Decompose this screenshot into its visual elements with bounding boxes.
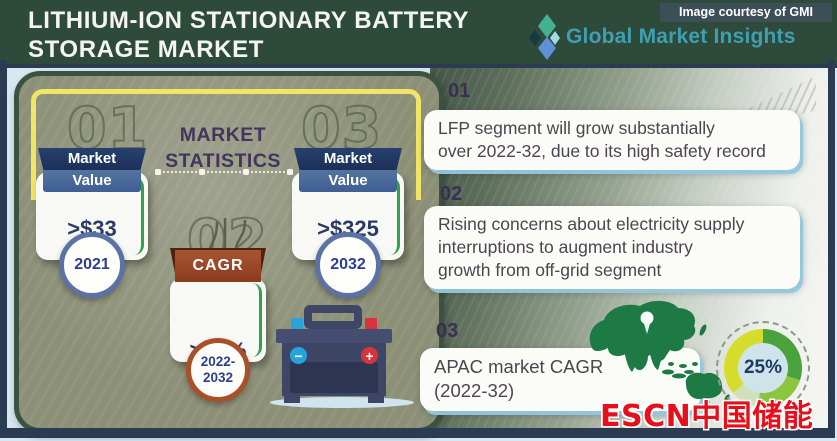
apac-map-icon bbox=[589, 300, 730, 404]
period-line-1: 2021 bbox=[74, 256, 110, 273]
header-bar: LITHIUM-ION STATIONARY BATTERY STORAGE M… bbox=[0, 0, 837, 68]
battery-foot bbox=[284, 395, 300, 403]
stat-card-market-value-2032: >$325 BN Market Value 2032 bbox=[292, 148, 404, 328]
battery-platform-decoration bbox=[270, 397, 414, 408]
battery-terminal-negative bbox=[291, 318, 303, 330]
ribbon-label-line-2: Value bbox=[299, 170, 397, 192]
stat-period-badge: 2032 bbox=[315, 232, 381, 298]
brand-name: Global Market Insights bbox=[566, 25, 796, 48]
stat-card-market-value-2021: >$33 BN Market Value 2021 bbox=[36, 148, 148, 328]
location-pin-icon bbox=[640, 311, 654, 334]
battery-foot bbox=[368, 395, 384, 403]
ribbon-label-line-1: Market bbox=[294, 148, 402, 170]
stat-period-badge: 2021 bbox=[59, 232, 125, 298]
title-line-2: STORAGE MARKET bbox=[28, 36, 264, 64]
battery-handle bbox=[304, 305, 362, 329]
battery-label-panel bbox=[290, 362, 378, 393]
insight-number-01: 01 bbox=[448, 80, 471, 102]
panel-heading-line-1: MARKET bbox=[179, 124, 267, 146]
gauge-value-text: 25% bbox=[743, 357, 783, 378]
courtesy-note: Image courtesy of GMI bbox=[660, 3, 832, 22]
watermark: ESCN中国储能网 bbox=[600, 399, 814, 434]
title-line-1: LITHIUM-ION STATIONARY BATTERY bbox=[28, 7, 470, 34]
ribbon-label: CAGR bbox=[175, 250, 261, 282]
panel-heading-line-2: STATISTICS bbox=[165, 150, 281, 173]
stat-card-ribbon: CAGR bbox=[170, 248, 266, 282]
yellow-frame-decoration bbox=[31, 89, 421, 200]
cagr-gauge: 25% bbox=[716, 321, 810, 415]
stat-period-badge: 2022- 2032 bbox=[186, 338, 250, 402]
insight-number-02: 02 bbox=[440, 183, 463, 205]
battery-illustration: − + bbox=[276, 305, 392, 403]
stat-card-cagr: >21% CAGR 2022- 2032 bbox=[170, 248, 266, 430]
insight-card-lfp: LFP segment will grow substantially over… bbox=[424, 110, 800, 171]
gauge-value: 25% bbox=[738, 343, 788, 393]
brand-logo: Global Market Insights bbox=[526, 14, 796, 60]
insight-card-offgrid: Rising concerns about electricity supply… bbox=[424, 206, 800, 290]
panel-heading: MARKET STATISTICS bbox=[151, 122, 295, 175]
stat-card-ribbon: Market Value bbox=[292, 148, 404, 192]
ribbon-label-line-2: Value bbox=[43, 170, 141, 192]
minus-icon: − bbox=[290, 347, 307, 364]
gauge-tick-ring bbox=[716, 321, 810, 415]
period-line-1: 2022- bbox=[200, 354, 236, 370]
period-line-2: 2032 bbox=[202, 370, 234, 385]
gmi-diamond-logo-icon bbox=[529, 14, 560, 60]
insight-number-03: 03 bbox=[436, 320, 459, 342]
stat-card-ribbon: Market Value bbox=[36, 148, 148, 192]
ribbon-label-line-1: Market bbox=[38, 148, 146, 170]
battery-lid bbox=[276, 329, 392, 343]
battery-terminal-positive bbox=[365, 318, 377, 330]
plus-icon: + bbox=[361, 347, 378, 364]
dotted-connector bbox=[155, 168, 293, 175]
page-title: LITHIUM-ION STATIONARY BATTERY STORAGE M… bbox=[28, 6, 469, 65]
period-line-1: 2032 bbox=[330, 256, 366, 273]
